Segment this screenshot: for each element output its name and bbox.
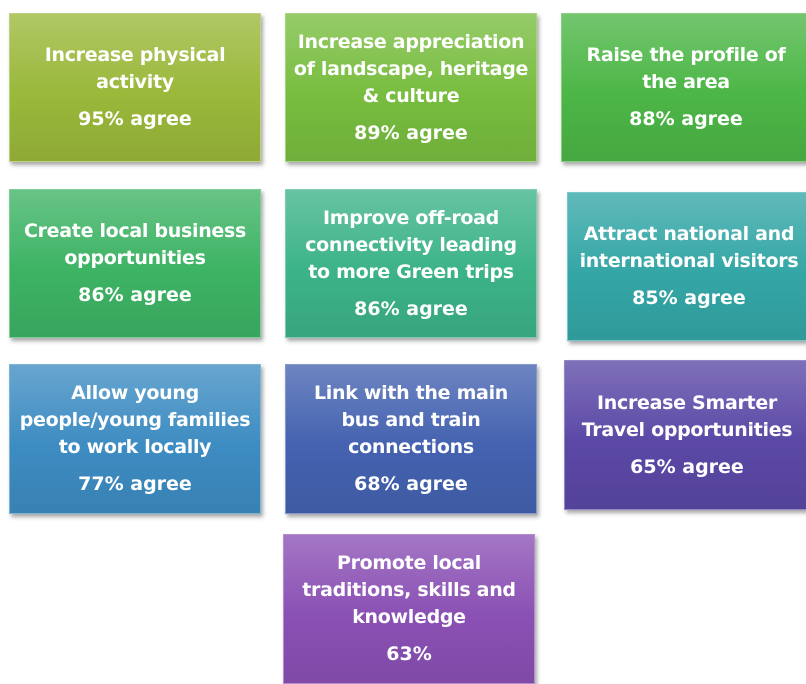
goal-label: people/young families [19, 409, 251, 431]
goal-label: opportunities [64, 247, 206, 269]
goal-label: connections [348, 436, 474, 458]
agree-percentage: 88% agree [629, 108, 743, 130]
goal-label: Attract national and [583, 223, 795, 245]
agree-percentage: 86% agree [78, 284, 192, 306]
goal-label: Create local business [23, 220, 247, 242]
goal-label: Raise the profile of [586, 44, 786, 66]
goal-label: Increase appreciation [297, 30, 525, 53]
goal-label: of landscape, heritage [293, 57, 529, 80]
goal-label: connectivity leading [305, 233, 517, 256]
goal-label: knowledge [352, 606, 466, 628]
goal-label: & culture [362, 84, 460, 107]
goal-box: Create local business opportunities 86% ag… [9, 189, 261, 338]
goal-label: Promote local [336, 552, 482, 574]
goal-box: Allow young people/young families to work … [9, 364, 261, 514]
agree-percentage: 63% [386, 643, 432, 665]
goal-box: Promote local traditions, skills and knowl… [283, 534, 535, 684]
goal-label: Improve off-road [323, 206, 499, 229]
goal-box: Increase physical activity 95% agree [9, 13, 261, 162]
agree-percentage: 95% agree [78, 108, 192, 130]
agree-percentage: 77% agree [78, 473, 192, 495]
goal-box: Increase Smarter Travel opportunities 65% … [564, 360, 806, 510]
agree-percentage: 89% agree [354, 121, 468, 144]
goal-box: Improve off-road connectivity leading to m… [285, 189, 537, 338]
goal-label: international visitors [579, 250, 799, 272]
goal-label: traditions, skills and [302, 579, 516, 601]
goal-label: Link with the main [313, 382, 509, 404]
goal-label: activity [96, 71, 174, 93]
goal-box: Link with the main bus and train connectio… [285, 364, 537, 514]
goal-label: Travel opportunities [581, 418, 793, 441]
goal-box: Raise the profile of the area 88% agree [561, 13, 806, 162]
goal-label: bus and train [341, 409, 481, 431]
agree-percentage: 68% agree [354, 473, 468, 495]
goal-label: Increase physical [44, 44, 226, 66]
goal-label: Allow young [71, 382, 199, 404]
goal-box: Increase appreciation of landscape, herit… [285, 13, 537, 162]
goal-box: Attract national and international visito… [567, 192, 806, 341]
agree-percentage: 86% agree [354, 297, 468, 320]
goal-label: Increase Smarter [597, 391, 777, 414]
agree-percentage: 85% agree [632, 287, 746, 309]
agree-percentage: 65% agree [630, 455, 744, 478]
goal-label: the area [642, 71, 730, 93]
goal-label: to more Green trips [308, 260, 514, 283]
goal-label: to work locally [58, 436, 212, 458]
